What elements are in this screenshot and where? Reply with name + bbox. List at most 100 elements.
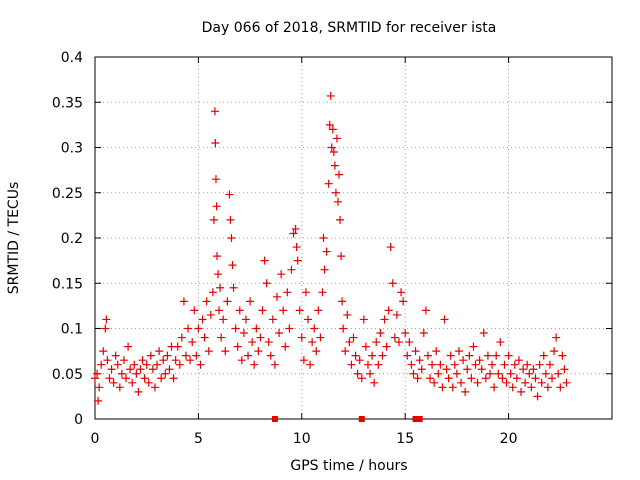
data-point xyxy=(465,351,474,360)
data-point xyxy=(194,324,203,333)
data-point xyxy=(179,297,188,306)
data-point xyxy=(434,369,443,378)
data-point xyxy=(318,288,327,297)
data-point xyxy=(363,360,372,369)
data-point xyxy=(488,360,497,369)
data-point xyxy=(461,387,470,396)
data-point xyxy=(99,347,108,356)
data-point xyxy=(260,256,269,265)
data-point xyxy=(417,365,426,374)
data-point xyxy=(102,315,111,324)
data-point xyxy=(292,243,301,252)
data-point xyxy=(206,310,215,319)
data-point xyxy=(450,360,459,369)
data-point xyxy=(314,306,323,315)
data-point xyxy=(159,356,168,365)
data-point xyxy=(304,315,313,324)
data-points xyxy=(91,91,571,422)
data-point xyxy=(250,360,259,369)
data-point xyxy=(384,306,393,315)
data-point xyxy=(382,342,391,351)
data-point xyxy=(200,333,209,342)
data-point xyxy=(153,360,162,369)
x-tick-label: 0 xyxy=(91,431,100,447)
data-point xyxy=(262,279,271,288)
data-point xyxy=(506,369,515,378)
data-point xyxy=(216,283,225,292)
data-point xyxy=(517,387,526,396)
data-point xyxy=(91,374,99,383)
data-point xyxy=(312,347,321,356)
data-point xyxy=(537,378,546,387)
data-point xyxy=(411,347,420,356)
data-point xyxy=(256,333,265,342)
data-point xyxy=(349,333,358,342)
data-point xyxy=(361,342,370,351)
data-point xyxy=(308,338,317,347)
data-point xyxy=(219,315,228,324)
data-point xyxy=(370,378,379,387)
data-point xyxy=(419,329,428,338)
data-point xyxy=(188,338,197,347)
data-point xyxy=(208,288,217,297)
data-point xyxy=(228,261,237,270)
data-point xyxy=(438,383,447,392)
data-point xyxy=(231,324,240,333)
data-point xyxy=(213,252,222,261)
data-point xyxy=(407,360,416,369)
data-point xyxy=(184,324,193,333)
data-point xyxy=(339,324,348,333)
data-point xyxy=(430,378,439,387)
data-point xyxy=(444,374,453,383)
data-point xyxy=(548,374,557,383)
data-point xyxy=(142,360,151,369)
data-point xyxy=(556,383,565,392)
data-point xyxy=(155,347,164,356)
x-tick-label: 10 xyxy=(293,431,311,447)
data-point xyxy=(177,333,186,342)
data-point xyxy=(368,351,377,360)
x-tick-label: 15 xyxy=(396,431,414,447)
data-point xyxy=(492,351,501,360)
data-point xyxy=(442,365,451,374)
data-point xyxy=(401,329,410,338)
data-point xyxy=(459,356,468,365)
data-point xyxy=(186,356,195,365)
data-point xyxy=(390,333,399,342)
data-point xyxy=(426,374,435,383)
data-point xyxy=(329,148,338,157)
data-point xyxy=(175,360,184,369)
data-point xyxy=(244,351,253,360)
data-point xyxy=(483,351,492,360)
data-point xyxy=(217,333,226,342)
data-point xyxy=(248,338,257,347)
data-point xyxy=(467,374,476,383)
data-point xyxy=(562,378,571,387)
data-point xyxy=(119,356,128,365)
data-point xyxy=(320,265,329,274)
data-point xyxy=(111,351,120,360)
data-point xyxy=(169,374,178,383)
data-point xyxy=(138,356,147,365)
data-point xyxy=(268,315,277,324)
data-point xyxy=(405,338,414,347)
data-point xyxy=(347,360,356,369)
data-point xyxy=(490,383,499,392)
data-point xyxy=(233,342,242,351)
data-point xyxy=(558,351,567,360)
x-axis-label: GPS time / hours xyxy=(290,458,407,474)
data-point xyxy=(413,374,422,383)
y-tick-label: 0.05 xyxy=(52,367,83,383)
data-point xyxy=(301,288,310,297)
data-point xyxy=(299,356,308,365)
data-point xyxy=(527,383,536,392)
data-point xyxy=(297,333,306,342)
data-point xyxy=(380,315,389,324)
data-point xyxy=(525,369,534,378)
data-point xyxy=(374,360,383,369)
data-point xyxy=(338,297,347,306)
data-point xyxy=(227,234,236,242)
data-point xyxy=(105,374,114,383)
data-point xyxy=(336,215,345,224)
data-point xyxy=(226,215,235,224)
